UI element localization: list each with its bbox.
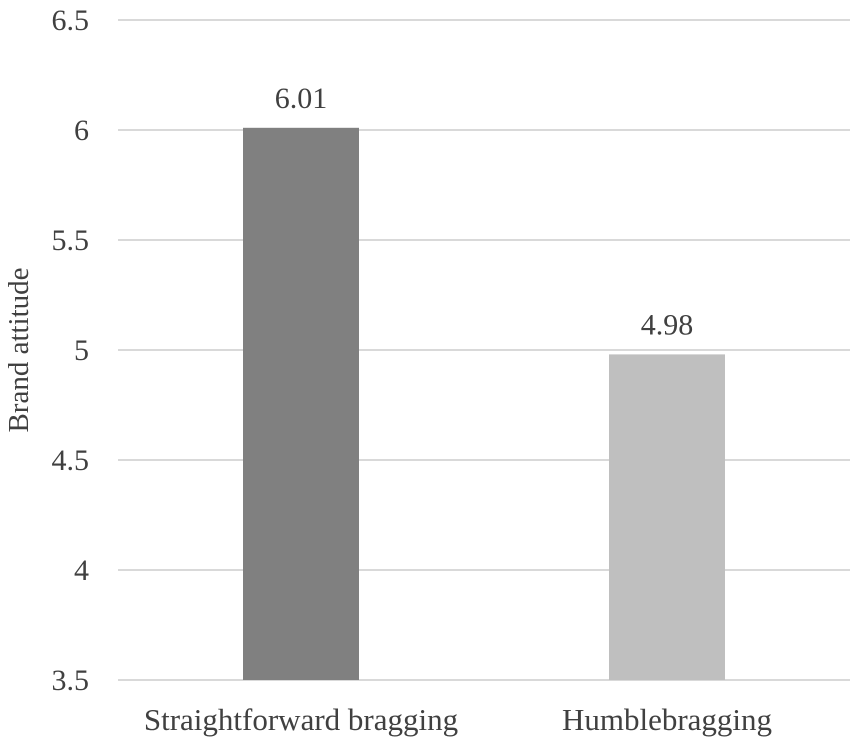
y-tick-label: 3.5	[52, 664, 90, 697]
y-tick-label: 5	[74, 334, 89, 367]
data-label: 6.01	[275, 82, 328, 115]
y-tick-label: 5.5	[52, 224, 90, 257]
data-label: 4.98	[641, 308, 694, 341]
y-tick-label: 4.5	[52, 444, 90, 477]
y-axis-title: Brand attitude	[3, 267, 35, 432]
y-tick-label: 4	[74, 554, 89, 587]
bar-straightforward-bragging	[243, 127, 359, 681]
x-axis-category-labels: Straightforward bragging Humblebragging	[144, 702, 772, 737]
data-labels: 6.01 4.98	[275, 82, 694, 342]
y-axis-tick-labels: 3.5 4 4.5 5 5.5 6 6.5	[52, 4, 90, 697]
gridlines	[118, 19, 850, 681]
bar-humblebragging	[609, 354, 725, 680]
x-category-label: Humblebragging	[562, 702, 772, 737]
y-tick-label: 6.5	[52, 4, 90, 37]
bars	[243, 127, 725, 681]
y-tick-label: 6	[74, 114, 89, 147]
x-category-label: Straightforward bragging	[144, 702, 458, 737]
